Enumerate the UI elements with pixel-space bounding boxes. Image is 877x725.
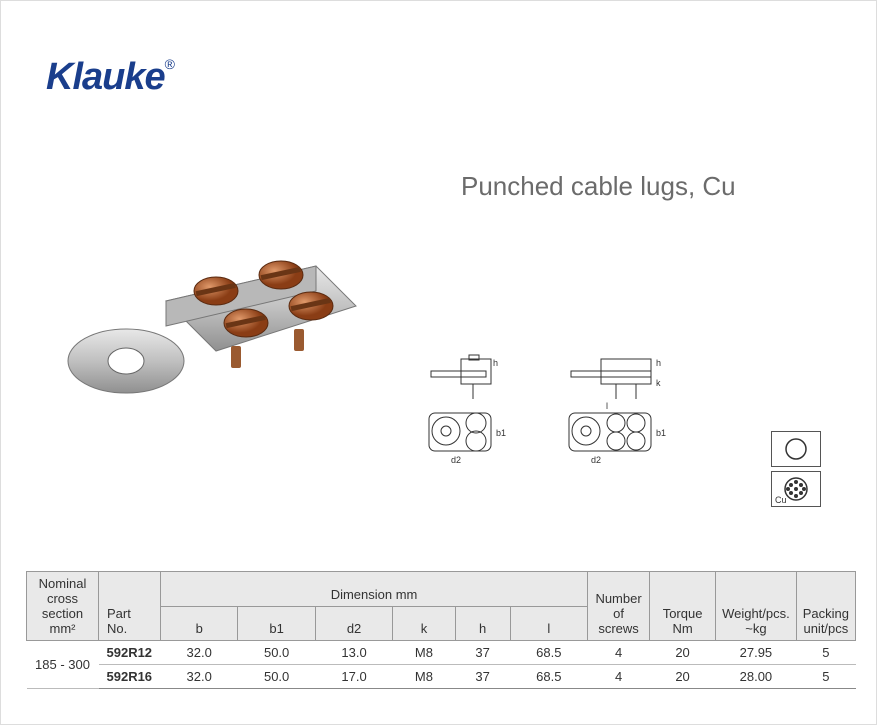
table-row: 592R16 32.0 50.0 17.0 M8 37 68.5 4 20 28… [27,665,856,689]
registered-mark: ® [165,56,174,72]
solid-conductor-icon [771,431,821,467]
col-cross-section: Nominal cross section mm² [27,572,99,641]
cell-h: 37 [455,641,510,665]
cell-l: 68.5 [510,665,588,689]
svg-text:k: k [656,378,661,388]
cell-h: 37 [455,665,510,689]
col-k: k [393,606,455,641]
cell-l: 68.5 [510,641,588,665]
col-l: l [510,606,588,641]
col-d2: d2 [315,606,392,641]
cell-packing: 5 [796,665,855,689]
col-h: h [455,606,510,641]
cell-k: M8 [393,665,455,689]
col-torque: Torque Nm [650,572,716,641]
col-screws: Number of screws [588,572,650,641]
cell-d2: 13.0 [315,641,392,665]
cell-b: 32.0 [161,641,238,665]
cell-b1: 50.0 [238,641,315,665]
svg-text:h: h [493,358,498,368]
col-dimension-group: Dimension mm [161,572,588,607]
cable-type-icons: Cu [771,431,841,511]
col-b1: b1 [238,606,315,641]
cell-cross-section: 185 - 300 [27,641,99,689]
cu-label: Cu [775,495,787,505]
brand-name: Klauke [46,56,165,98]
col-packing: Packing unit/pcs [796,572,855,641]
svg-text:b1: b1 [656,428,666,438]
cell-packing: 5 [796,641,855,665]
col-b: b [161,606,238,641]
cell-torque: 20 [650,641,716,665]
technical-diagrams: h d2 b1 h k d2 b1 l [421,351,721,501]
cell-weight: 28.00 [716,665,797,689]
svg-text:d2: d2 [451,455,461,465]
cell-weight: 27.95 [716,641,797,665]
svg-text:l: l [606,401,608,411]
cell-partno: 592R12 [99,641,161,665]
svg-text:h: h [656,358,661,368]
cell-partno: 592R16 [99,665,161,689]
col-weight: Weight/pcs. ~kg [716,572,797,641]
cell-screws: 4 [588,665,650,689]
cell-b: 32.0 [161,665,238,689]
brand-logo: Klauke® [46,56,174,99]
page-title: Punched cable lugs, Cu [461,171,736,202]
cell-k: M8 [393,641,455,665]
stranded-conductor-icon: Cu [771,471,821,507]
cell-screws: 4 [588,641,650,665]
product-photo [56,211,376,421]
cell-b1: 50.0 [238,665,315,689]
svg-text:b1: b1 [496,428,506,438]
table-row: 185 - 300 592R12 32.0 50.0 13.0 M8 37 68… [27,641,856,665]
cell-torque: 20 [650,665,716,689]
spec-table: Nominal cross section mm² Part No. Dimen… [26,571,856,689]
cell-d2: 17.0 [315,665,392,689]
svg-text:d2: d2 [591,455,601,465]
col-partno: Part No. [99,572,161,641]
